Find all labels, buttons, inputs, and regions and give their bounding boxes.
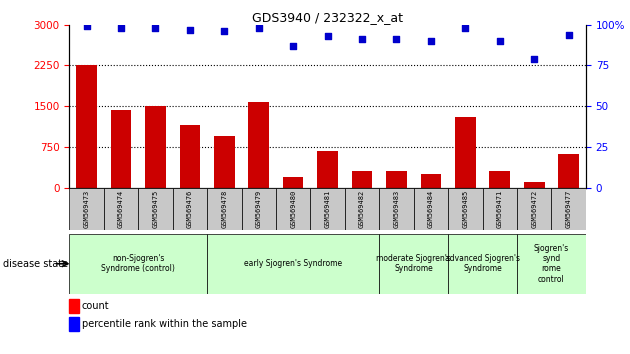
Bar — [248, 102, 269, 188]
Bar — [517, 188, 551, 230]
Bar — [448, 234, 517, 294]
Point — [391, 36, 401, 42]
Bar — [214, 136, 234, 188]
Text: percentile rank within the sample: percentile rank within the sample — [82, 319, 247, 329]
Bar — [318, 151, 338, 188]
Text: count: count — [82, 301, 110, 311]
Bar — [414, 188, 448, 230]
Text: GSM569483: GSM569483 — [394, 190, 399, 228]
Title: GDS3940 / 232322_x_at: GDS3940 / 232322_x_at — [252, 11, 403, 24]
Text: GSM569473: GSM569473 — [84, 190, 89, 228]
Bar — [283, 177, 304, 188]
Bar — [524, 182, 544, 188]
Point — [426, 38, 436, 44]
Bar — [104, 188, 138, 230]
Text: GSM569484: GSM569484 — [428, 190, 434, 228]
Point — [81, 24, 91, 29]
Bar — [379, 234, 448, 294]
Point — [219, 28, 229, 34]
Text: Sjogren's
synd
rome
control: Sjogren's synd rome control — [534, 244, 569, 284]
Bar — [558, 154, 579, 188]
Bar — [421, 174, 441, 188]
Bar — [69, 234, 207, 294]
Text: GSM569474: GSM569474 — [118, 190, 124, 228]
Bar — [138, 188, 173, 230]
Text: GSM569481: GSM569481 — [324, 190, 331, 228]
Text: GSM569478: GSM569478 — [221, 190, 227, 228]
Point — [495, 38, 505, 44]
Text: non-Sjogren's
Syndrome (control): non-Sjogren's Syndrome (control) — [101, 254, 175, 273]
Bar — [180, 125, 200, 188]
Point — [564, 32, 574, 38]
Text: GSM569475: GSM569475 — [152, 190, 158, 228]
Point — [116, 25, 126, 31]
Bar — [111, 110, 131, 188]
Bar — [352, 171, 372, 188]
Bar — [76, 65, 97, 188]
Bar — [207, 188, 241, 230]
Point — [323, 33, 333, 39]
Point — [357, 36, 367, 42]
Bar — [455, 117, 476, 188]
Text: GSM569482: GSM569482 — [359, 190, 365, 228]
Bar — [448, 188, 483, 230]
Bar — [490, 171, 510, 188]
Point — [529, 56, 539, 62]
Text: GSM569485: GSM569485 — [462, 190, 468, 228]
Text: advanced Sjogren's
Syndrome: advanced Sjogren's Syndrome — [445, 254, 520, 273]
Bar — [345, 188, 379, 230]
Text: GSM569477: GSM569477 — [566, 190, 571, 228]
Point — [254, 25, 264, 31]
Point — [288, 43, 298, 49]
Text: disease state: disease state — [3, 259, 68, 269]
Text: early Sjogren's Syndrome: early Sjogren's Syndrome — [244, 259, 342, 268]
Text: moderate Sjogren's
Syndrome: moderate Sjogren's Syndrome — [376, 254, 451, 273]
Text: GSM569472: GSM569472 — [531, 190, 537, 228]
Bar — [207, 234, 379, 294]
Bar — [276, 188, 311, 230]
Text: GSM569471: GSM569471 — [497, 190, 503, 228]
Bar — [517, 234, 586, 294]
Bar — [241, 188, 276, 230]
Bar — [483, 188, 517, 230]
Point — [151, 25, 161, 31]
Bar — [311, 188, 345, 230]
Point — [185, 27, 195, 33]
Bar — [551, 188, 586, 230]
Bar — [69, 188, 104, 230]
Point — [461, 25, 471, 31]
Text: GSM569476: GSM569476 — [187, 190, 193, 228]
Text: GSM569480: GSM569480 — [290, 190, 296, 228]
Bar — [386, 171, 407, 188]
Text: GSM569479: GSM569479 — [256, 190, 261, 228]
Bar — [145, 105, 166, 188]
Bar — [173, 188, 207, 230]
Bar — [379, 188, 414, 230]
